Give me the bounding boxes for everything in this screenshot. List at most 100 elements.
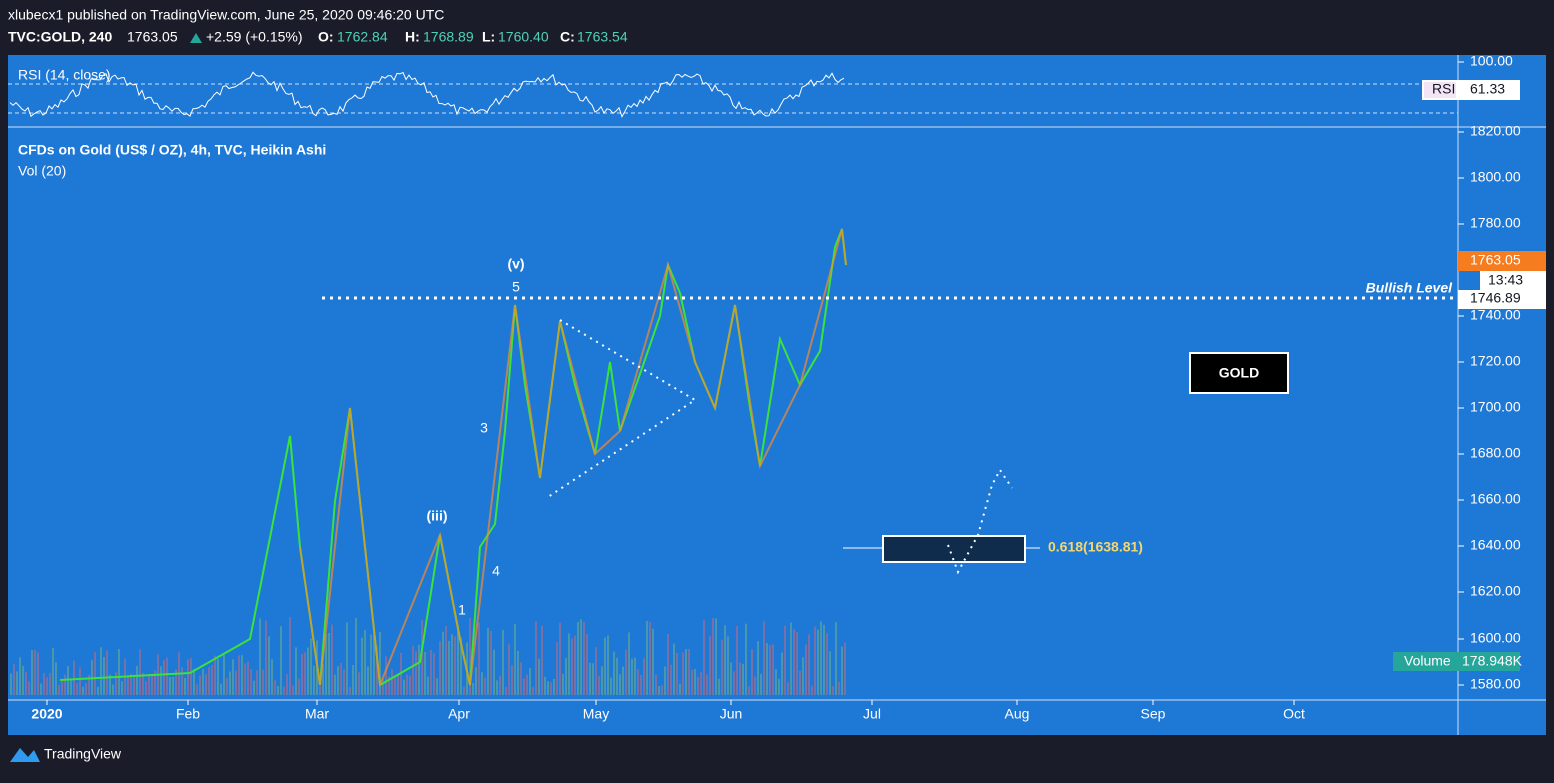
volume-bar	[274, 680, 276, 695]
volume-bar	[421, 620, 423, 695]
volume-bar	[832, 685, 834, 695]
volume-tag-value: 178.948K	[1462, 653, 1523, 669]
volume-bar	[370, 634, 372, 695]
time-label: Jun	[720, 706, 743, 722]
volume-bar	[826, 633, 828, 695]
volume-bar	[415, 651, 417, 695]
volume-bar	[298, 678, 300, 695]
volume-bar	[373, 634, 375, 695]
volume-bar	[511, 665, 513, 695]
volume-bar	[484, 677, 486, 695]
volume-bar	[778, 678, 780, 695]
volume-bar	[820, 621, 822, 695]
symbol: TVC:GOLD, 240	[8, 29, 112, 45]
time-label: Oct	[1283, 706, 1305, 722]
price-label: 1700.00	[1470, 399, 1521, 415]
time-axis: 2020 Feb Mar Apr May Jun Jul Aug Sep Oct	[31, 700, 1305, 722]
c-label: C:	[560, 29, 575, 45]
volume-bar	[685, 648, 687, 695]
logo	[10, 748, 40, 762]
volume-bar	[103, 656, 105, 695]
volume-bar	[304, 652, 306, 695]
volume-bar	[607, 635, 609, 695]
wave-4: 4	[492, 563, 500, 579]
change: +2.59 (+0.15%)	[206, 29, 303, 45]
volume-bar	[499, 675, 501, 695]
volume-bar	[286, 674, 288, 695]
volume-bar	[841, 646, 843, 695]
time-label: Sep	[1141, 706, 1166, 722]
volume-bar	[595, 647, 597, 695]
volume-bar	[49, 672, 51, 695]
volume-bar	[733, 671, 735, 695]
volume-bar	[565, 658, 567, 695]
volume-bar	[706, 674, 708, 695]
volume-bar	[736, 625, 738, 695]
price-label: 1580.00	[1470, 676, 1521, 692]
countdown-tag	[1480, 271, 1546, 290]
volume-bar	[631, 658, 633, 695]
volume-bar	[586, 634, 588, 695]
volume-bar	[676, 652, 678, 695]
volume-bar	[757, 641, 759, 695]
h-label: H:	[405, 29, 420, 45]
volume-bar	[436, 678, 438, 695]
volume-bar	[796, 631, 798, 695]
volume-bar	[13, 664, 15, 695]
volume-bar	[100, 647, 102, 695]
volume-bar	[94, 652, 96, 695]
brand: TradingView	[44, 746, 122, 762]
volume-bar	[217, 658, 219, 695]
volume-bar	[307, 647, 309, 695]
price-label: 1640.00	[1470, 537, 1521, 553]
volume-bar	[829, 651, 831, 695]
volume-bar	[10, 673, 12, 695]
volume-bar	[745, 623, 747, 695]
volume-bar	[379, 631, 381, 695]
volume-bar	[97, 686, 99, 695]
volume-bar	[481, 672, 483, 695]
volume-bar	[409, 675, 411, 695]
volume-bar	[118, 649, 120, 695]
volume-bar	[205, 674, 207, 695]
volume-bar	[19, 657, 21, 695]
volume-bar	[325, 633, 327, 695]
volume-tag	[1393, 652, 1520, 671]
volume-bar	[223, 655, 225, 695]
volume-bar	[283, 686, 285, 695]
volume-bar	[64, 674, 66, 695]
last-tag-value: 1763.05	[1470, 252, 1521, 268]
volume-bar	[397, 675, 399, 695]
volume-bar	[193, 668, 195, 695]
volume-bar	[442, 631, 444, 695]
volume-bar	[46, 677, 48, 695]
l-label: L:	[482, 29, 495, 45]
volume-bar	[817, 629, 819, 695]
countdown: 13:43	[1488, 272, 1523, 288]
bullish-level-label: Bullish Level	[1366, 280, 1453, 296]
volume-bar	[730, 662, 732, 695]
volume-bar	[43, 673, 45, 695]
volume-bar	[712, 617, 714, 695]
c-value: 1763.54	[577, 29, 628, 45]
volume-bar	[208, 667, 210, 695]
volume-bar	[115, 672, 117, 695]
volume-bar	[556, 642, 558, 695]
volume-bar	[592, 663, 594, 695]
h-value: 1768.89	[423, 29, 474, 45]
volume-bar	[805, 644, 807, 695]
time-label: Apr	[448, 706, 470, 722]
volume-bar	[574, 635, 576, 695]
volume-bar	[187, 659, 189, 695]
volume-bar	[535, 620, 537, 695]
volume-bar	[256, 670, 258, 695]
volume-bar	[427, 676, 429, 695]
volume-bar	[130, 673, 132, 695]
volume-bar	[34, 650, 36, 695]
volume-bar	[541, 625, 543, 695]
volume-bar	[295, 647, 297, 695]
volume-bar	[703, 619, 705, 695]
volume-tag-label: Volume	[1404, 653, 1451, 669]
volume-bar	[514, 623, 516, 695]
rsi-line	[9, 71, 845, 118]
